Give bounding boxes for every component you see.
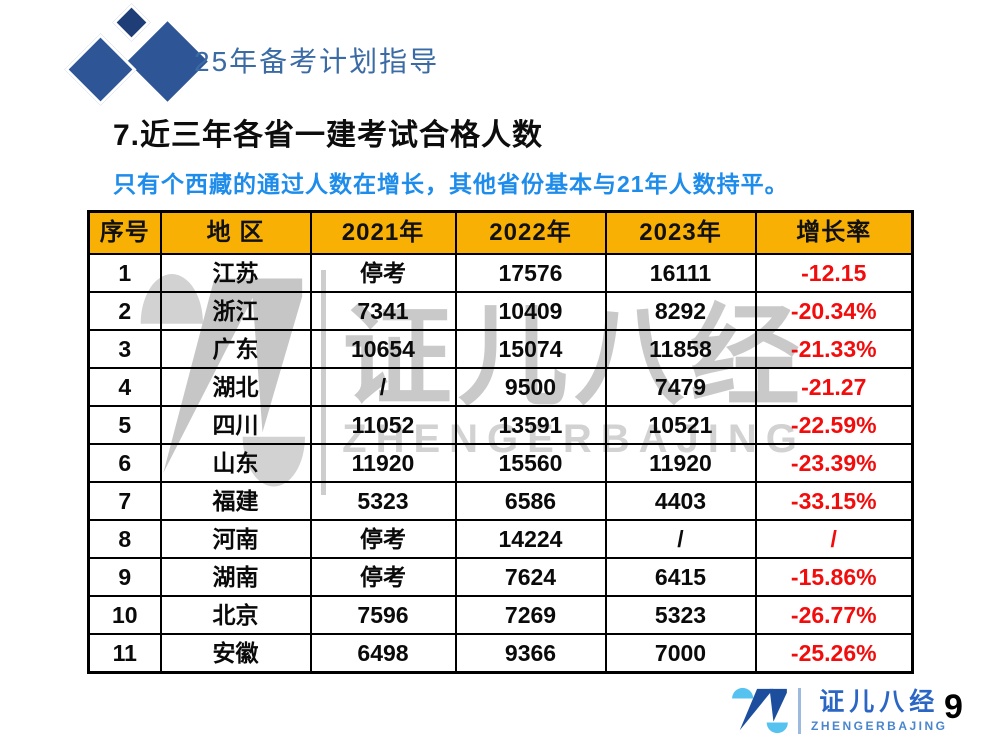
diamond-left-icon xyxy=(64,33,137,106)
cell-2021: 11052 xyxy=(309,405,457,445)
cell-growth: -22.59% xyxy=(754,405,914,445)
cell-region: 福建 xyxy=(159,481,312,521)
table-row: 4 湖北/9500 7479 -21.27 xyxy=(87,367,914,407)
cell-region: 浙江 xyxy=(159,291,312,331)
table-body: 1 江苏 停考 17576 16111 -12.15 2 浙江 7341 10409 8292 -20… xyxy=(87,253,914,674)
col-header-index: 序号 xyxy=(87,210,162,255)
cell-2023: 16111 xyxy=(604,253,757,293)
cell-2021: 11920 xyxy=(309,443,457,483)
cell-2023: / xyxy=(604,519,757,559)
page-subtitle: 只有个西藏的通过人数在增长，其他省份基本与21年人数持平。 xyxy=(113,171,789,197)
cell-growth: -26.77% xyxy=(754,595,914,635)
cell-region: 北京 xyxy=(159,595,312,635)
cell-2021: 停考 xyxy=(309,519,457,559)
cell-2021: 7341 xyxy=(309,291,457,331)
cell-2022: 14224 xyxy=(454,519,607,559)
cell-index: 6 xyxy=(87,443,162,483)
cell-region: 湖北 xyxy=(159,367,312,407)
cell-2021: 5323 xyxy=(309,481,457,521)
cell-growth: -21.33% xyxy=(754,329,914,369)
cell-2021: 10654 xyxy=(309,329,457,369)
table-row: 5 四川 11052 13591 10521 -22.59% xyxy=(87,405,914,445)
cell-index: 10 xyxy=(87,595,162,635)
cell-index: 5 xyxy=(87,405,162,445)
cell-2022: 7269 xyxy=(454,595,607,635)
slide-logo xyxy=(30,0,208,115)
cell-2023: 7479 xyxy=(604,367,757,407)
page-number: 9 xyxy=(944,688,963,726)
cell-2023: 10521 xyxy=(604,405,757,445)
cell-region: 湖南 xyxy=(159,557,312,597)
table-row: 1 江苏 停考 17576 16111 -12.15 xyxy=(87,253,914,293)
cell-2022: 9366 xyxy=(454,633,607,674)
brand-mark-icon xyxy=(732,687,788,734)
cell-index: 11 xyxy=(87,633,162,674)
header-kicker: 25年备考计划指导 xyxy=(194,46,440,77)
cell-region: 江苏 xyxy=(159,253,312,293)
cell-index: 9 xyxy=(87,557,162,597)
cell-2022: 13591 xyxy=(454,405,607,445)
cell-2023: 7000 xyxy=(604,633,757,674)
footer-divider xyxy=(798,688,801,734)
col-header-2023: 2023年 xyxy=(604,210,757,255)
col-header-region: 地 区 xyxy=(159,210,312,255)
cell-index: 2 xyxy=(87,291,162,331)
cell-growth: -12.15 xyxy=(754,253,914,293)
cell-2022: 15074 xyxy=(454,329,607,369)
cell-2023: 8292 xyxy=(604,291,757,331)
cell-region: 河南 xyxy=(159,519,312,559)
cell-2023: 4403 xyxy=(604,481,757,521)
cell-2021: 6498 xyxy=(309,633,457,674)
cell-index: 4 xyxy=(87,367,162,407)
cell-2023: 5323 xyxy=(604,595,757,635)
cell-2022: 10409 xyxy=(454,291,607,331)
table-header-row: 序号 地 区 2021年 2022年 2023年 增长率 xyxy=(87,210,914,255)
cell-region: 安徽 xyxy=(159,633,312,674)
table-row: 2 浙江 7341 10409 8292 -20.34% xyxy=(87,291,914,331)
table-row: 9 湖南 停考 7624 6415 -15.86% xyxy=(87,557,914,597)
cell-2022: 6586 xyxy=(454,481,607,521)
table-row: 7 福建 5323 6586 4403 -33.15% xyxy=(87,481,914,521)
cell-2021: 7596 xyxy=(309,595,457,635)
cell-region: 山东 xyxy=(159,443,312,483)
table-row: 8 河南 停考 14224// xyxy=(87,519,914,559)
cell-growth: / xyxy=(754,519,914,559)
cell-2021: / xyxy=(309,367,457,407)
cell-2023: 6415 xyxy=(604,557,757,597)
cell-2022: 9500 xyxy=(454,367,607,407)
cell-2023: 11858 xyxy=(604,329,757,369)
cell-2022: 7624 xyxy=(454,557,607,597)
cell-index: 7 xyxy=(87,481,162,521)
table-row: 3 广东 10654 15074 11858 -21.33% xyxy=(87,329,914,369)
pass-count-table: 序号 地 区 2021年 2022年 2023年 增长率 1 江苏 停考 17576 1… xyxy=(87,210,914,674)
cell-region: 广东 xyxy=(159,329,312,369)
cell-growth: -15.86% xyxy=(754,557,914,597)
cell-2021: 停考 xyxy=(309,557,457,597)
page-title: 7.近三年各省一建考试合格人数 xyxy=(113,119,544,152)
cell-index: 8 xyxy=(87,519,162,559)
cell-index: 1 xyxy=(87,253,162,293)
cell-growth: -25.26% xyxy=(754,633,914,674)
col-header-growth: 增长率 xyxy=(754,210,914,255)
footer-brand-name: 证儿八经 xyxy=(819,688,940,717)
table-row: 6 山东 11920 15560 11920 -23.39% xyxy=(87,443,914,483)
cell-region: 四川 xyxy=(159,405,312,445)
cell-2022: 17576 xyxy=(454,253,607,293)
table-row: 11 安徽 6498 9366 7000 -25.26% xyxy=(87,633,914,674)
cell-index: 3 xyxy=(87,329,162,369)
cell-growth: -23.39% xyxy=(754,443,914,483)
cell-growth: -21.27 xyxy=(754,367,914,407)
cell-growth: -20.34% xyxy=(754,291,914,331)
cell-2021: 停考 xyxy=(309,253,457,293)
footer-brand-latin: ZHENGERBAJING xyxy=(811,718,948,733)
col-header-2022: 2022年 xyxy=(454,210,607,255)
table-row: 10 北京 7596 7269 5323 -26.77% xyxy=(87,595,914,635)
cell-growth: -33.15% xyxy=(754,481,914,521)
footer-brand-logo: 证儿八经 ZHENGERBAJING xyxy=(730,686,948,736)
cell-2022: 15560 xyxy=(454,443,607,483)
diamond-small-icon xyxy=(112,3,151,42)
col-header-2021: 2021年 xyxy=(309,210,457,255)
cell-2023: 11920 xyxy=(604,443,757,483)
